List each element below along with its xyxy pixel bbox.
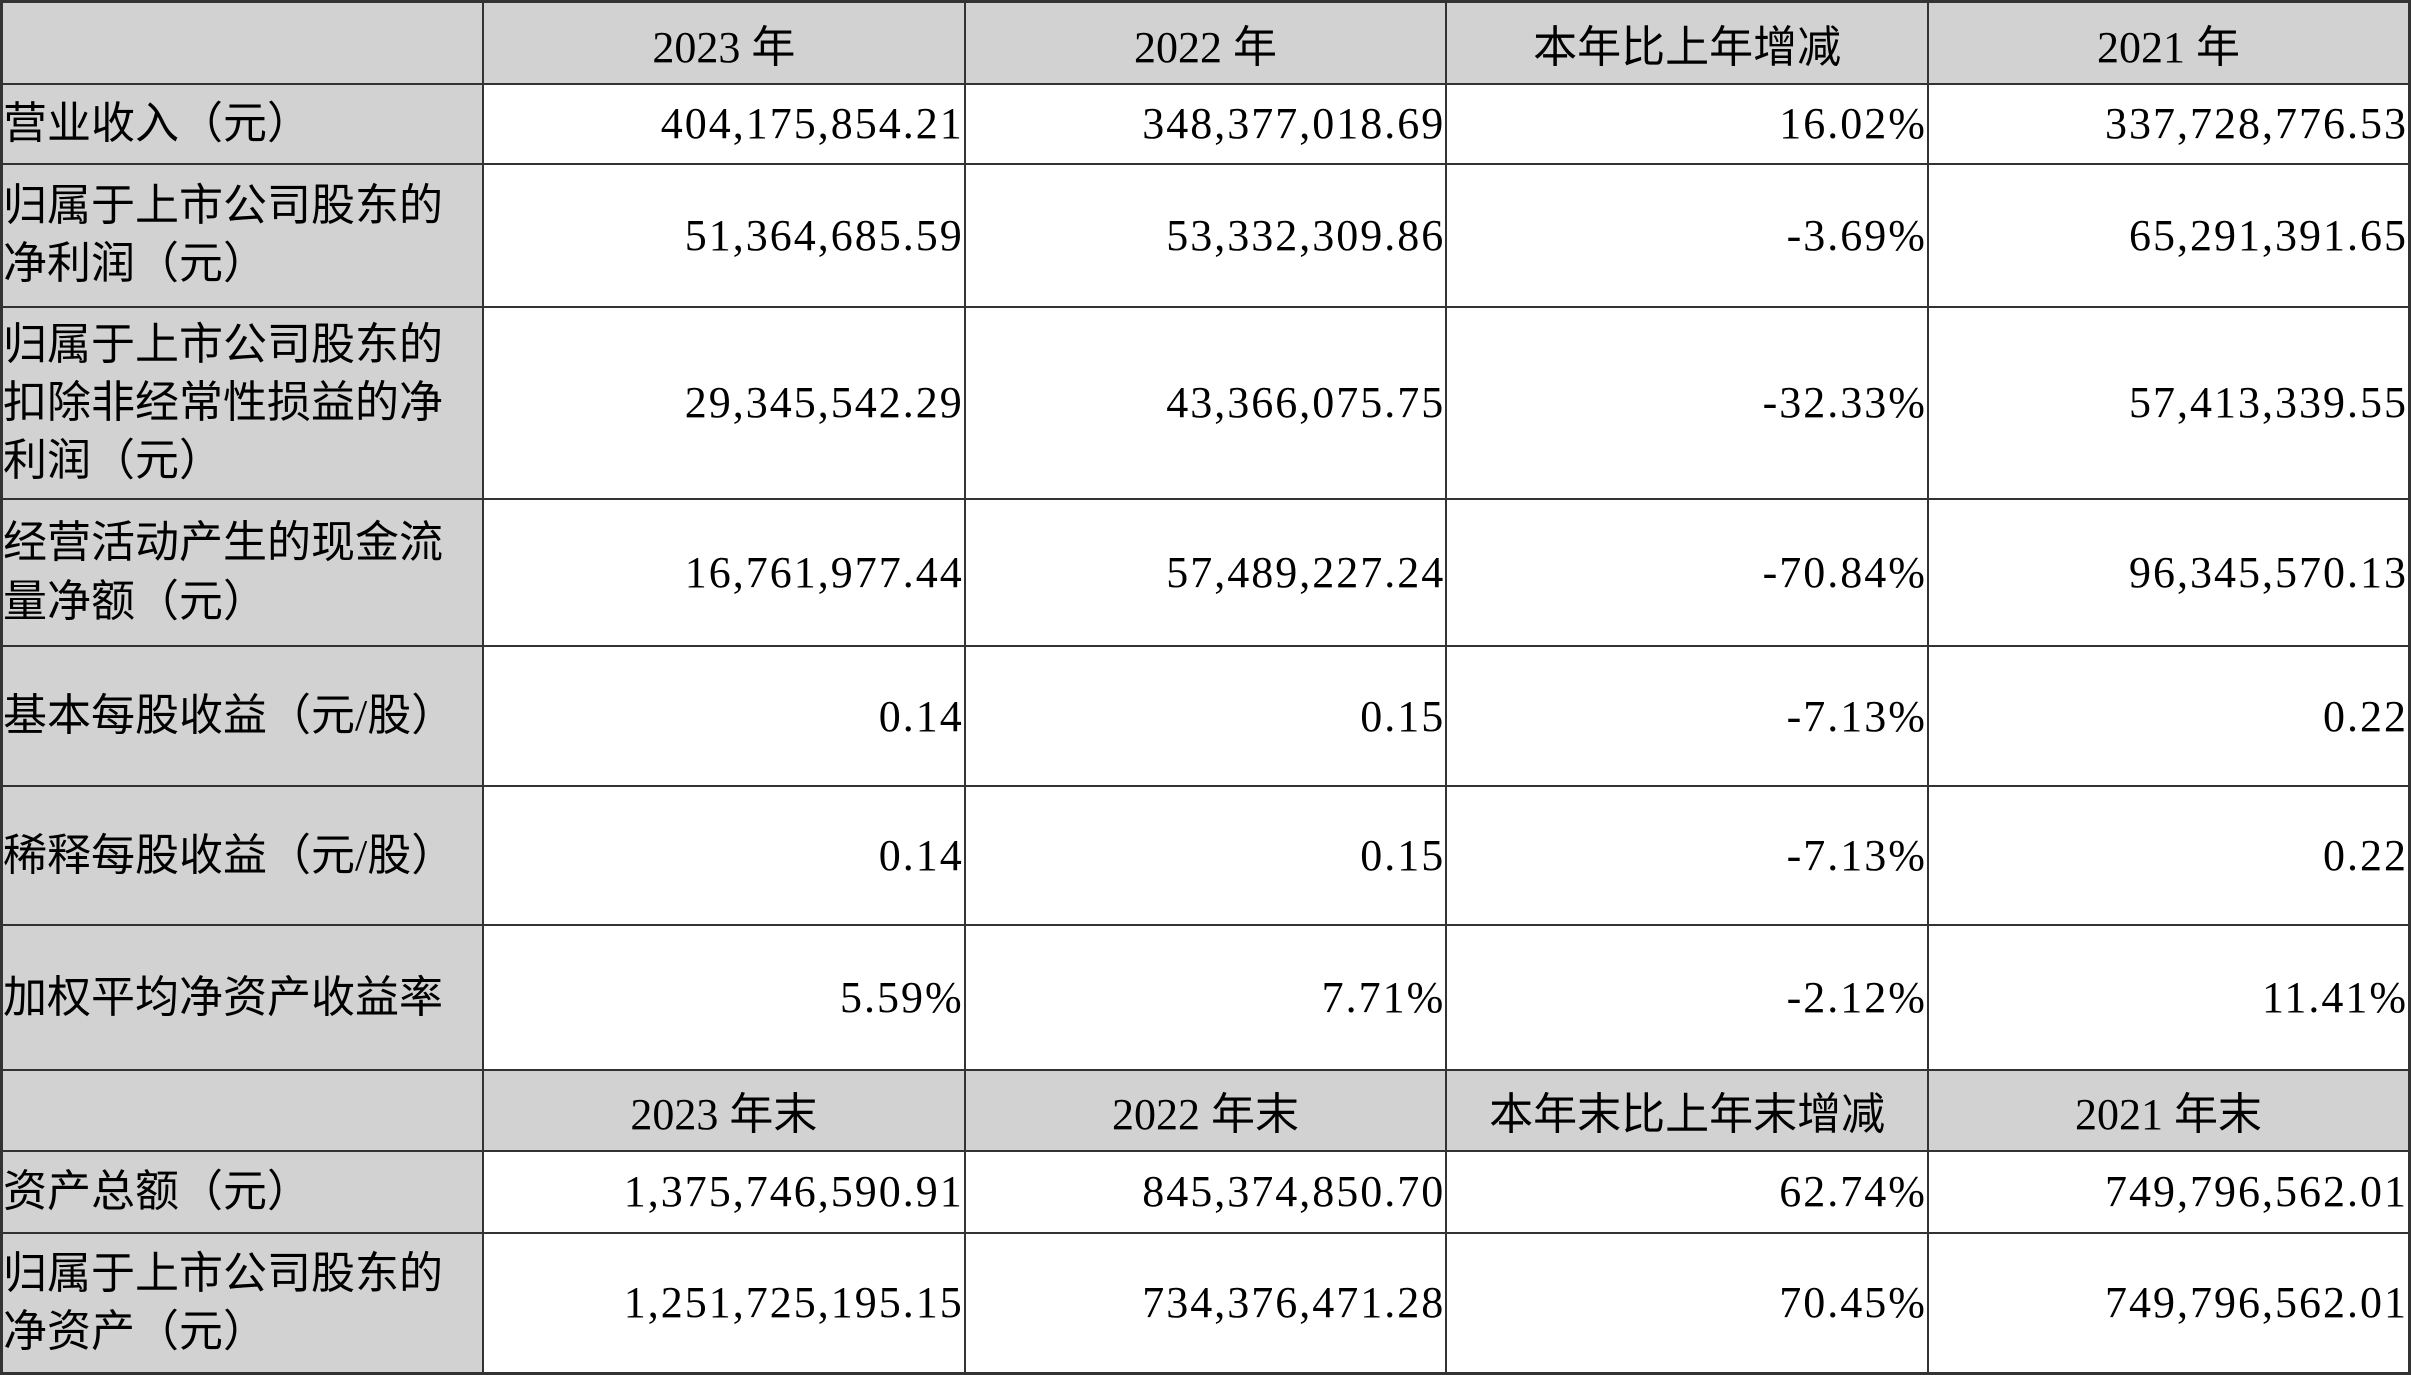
net-assets-2022-value: 734,376,471.28 [963, 1231, 1448, 1375]
total-assets-2022-value: 845,374,850.70 [963, 1149, 1448, 1234]
table-row: 稀释每股收益（元/股） 0.14 0.15 -7.13% 0.22 [0, 785, 2411, 926]
diluted-eps-2021-value: 0.22 [1926, 785, 2411, 926]
net-profit-change-value: -3.69% [1445, 163, 1929, 308]
header-2022-year-end: 2022 年末 [963, 1069, 1448, 1152]
header-year-end-change: 本年末比上年末增减 [1445, 1069, 1929, 1152]
weighted-roe-change-value: -2.12% [1445, 923, 1929, 1072]
diluted-eps-2022-value: 0.15 [963, 785, 1448, 926]
header-year-2023: 2023 年 [482, 0, 966, 85]
table-row: 经营活动产生的现金流量净额（元） 16,761,977.44 57,489,22… [0, 498, 2411, 647]
net-profit-2023-value: 51,364,685.59 [482, 163, 966, 308]
header-corner-2 [0, 1069, 485, 1152]
net-profit-label: 归属于上市公司股东的净利润（元） [0, 163, 485, 308]
header-yoy-change: 本年比上年增减 [1445, 0, 1929, 85]
table-row: 营业收入（元） 404,175,854.21 348,377,018.69 16… [0, 82, 2411, 166]
total-assets-2021-value: 749,796,562.01 [1926, 1149, 2411, 1234]
table-row: 资产总额（元） 1,375,746,590.91 845,374,850.70 … [0, 1149, 2411, 1234]
diluted-eps-label: 稀释每股收益（元/股） [0, 785, 485, 926]
operating-cash-flow-2023-value: 16,761,977.44 [482, 498, 966, 647]
operating-cash-flow-2022-value: 57,489,227.24 [963, 498, 1448, 647]
weighted-roe-2023-value: 5.59% [482, 923, 966, 1072]
table-row: 归属于上市公司股东的扣除非经常性损益的净利润（元） 29,345,542.29 … [0, 305, 2411, 501]
basic-eps-2021-value: 0.22 [1926, 644, 2411, 788]
total-assets-label: 资产总额（元） [0, 1149, 485, 1234]
total-assets-change-value: 62.74% [1445, 1149, 1929, 1234]
table-row: 归属于上市公司股东的净利润（元） 51,364,685.59 53,332,30… [0, 163, 2411, 308]
deducted-net-profit-2023-value: 29,345,542.29 [482, 305, 966, 501]
header-corner [0, 0, 485, 85]
revenue-label: 营业收入（元） [0, 82, 485, 166]
net-assets-change-value: 70.45% [1445, 1231, 1929, 1375]
basic-eps-label: 基本每股收益（元/股） [0, 644, 485, 788]
net-assets-2021-value: 749,796,562.01 [1926, 1231, 2411, 1375]
net-profit-2022-value: 53,332,309.86 [963, 163, 1448, 308]
table-row: 加权平均净资产收益率 5.59% 7.71% -2.12% 11.41% [0, 923, 2411, 1072]
operating-cash-flow-label: 经营活动产生的现金流量净额（元） [0, 498, 485, 647]
revenue-2023-value: 404,175,854.21 [482, 82, 966, 166]
annual-header-row: 2023 年 2022 年 本年比上年增减 2021 年 [0, 0, 2411, 85]
weighted-roe-2022-value: 7.71% [963, 923, 1448, 1072]
header-year-2022: 2022 年 [963, 0, 1448, 85]
net-assets-label: 归属于上市公司股东的净资产（元） [0, 1231, 485, 1375]
net-profit-2021-value: 65,291,391.65 [1926, 163, 2411, 308]
basic-eps-2022-value: 0.15 [963, 644, 1448, 788]
diluted-eps-change-value: -7.13% [1445, 785, 1929, 926]
revenue-change-value: 16.02% [1445, 82, 1929, 166]
diluted-eps-2023-value: 0.14 [482, 785, 966, 926]
weighted-roe-2021-value: 11.41% [1926, 923, 2411, 1072]
deducted-net-profit-2021-value: 57,413,339.55 [1926, 305, 2411, 501]
net-assets-2023-value: 1,251,725,195.15 [482, 1231, 966, 1375]
deducted-net-profit-2022-value: 43,366,075.75 [963, 305, 1448, 501]
operating-cash-flow-change-value: -70.84% [1445, 498, 1929, 647]
revenue-2021-value: 337,728,776.53 [1926, 82, 2411, 166]
total-assets-2023-value: 1,375,746,590.91 [482, 1149, 966, 1234]
deducted-net-profit-change-value: -32.33% [1445, 305, 1929, 501]
year-end-header-row: 2023 年末 2022 年末 本年末比上年末增减 2021 年末 [0, 1069, 2411, 1152]
operating-cash-flow-2021-value: 96,345,570.13 [1926, 498, 2411, 647]
basic-eps-2023-value: 0.14 [482, 644, 966, 788]
header-year-2021: 2021 年 [1926, 0, 2411, 85]
deducted-net-profit-label: 归属于上市公司股东的扣除非经常性损益的净利润（元） [0, 305, 485, 501]
weighted-roe-label: 加权平均净资产收益率 [0, 923, 485, 1072]
header-2021-year-end: 2021 年末 [1926, 1069, 2411, 1152]
revenue-2022-value: 348,377,018.69 [963, 82, 1448, 166]
basic-eps-change-value: -7.13% [1445, 644, 1929, 788]
table-row: 归属于上市公司股东的净资产（元） 1,251,725,195.15 734,37… [0, 1231, 2411, 1375]
header-2023-year-end: 2023 年末 [482, 1069, 966, 1152]
table-row: 基本每股收益（元/股） 0.14 0.15 -7.13% 0.22 [0, 644, 2411, 788]
